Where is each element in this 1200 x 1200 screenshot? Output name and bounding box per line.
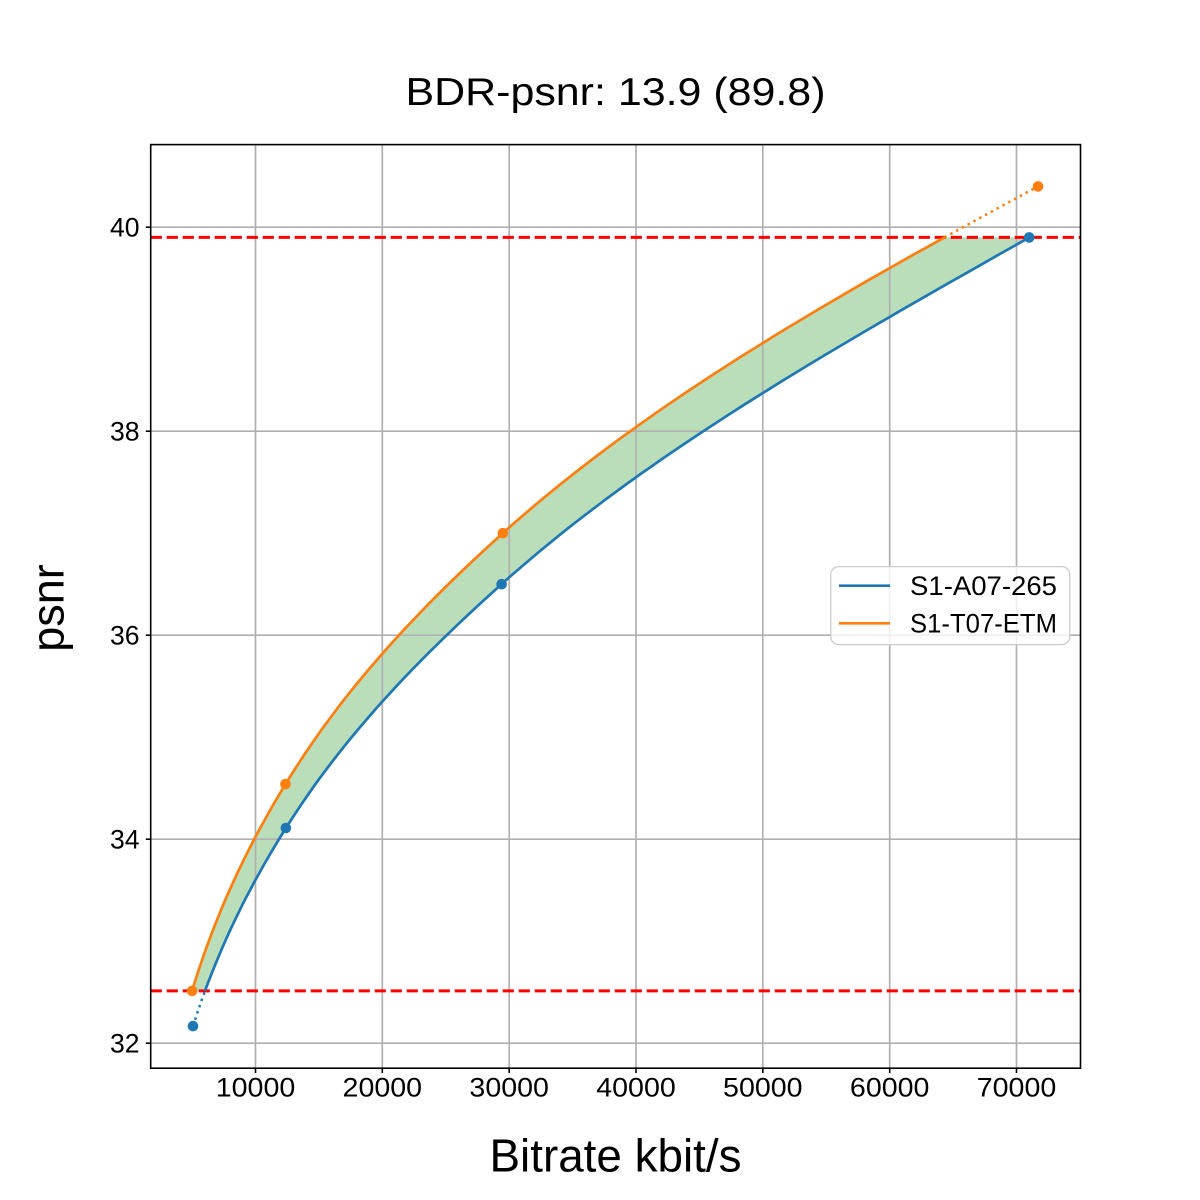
svg-text:34: 34 bbox=[110, 824, 140, 854]
svg-text:BDR-psnr: 13.9 (89.8): BDR-psnr: 13.9 (89.8) bbox=[406, 71, 826, 114]
svg-text:60000: 60000 bbox=[850, 1072, 930, 1102]
svg-text:36: 36 bbox=[110, 620, 140, 650]
svg-text:psnr: psnr bbox=[23, 564, 74, 652]
svg-text:S1-A07-265: S1-A07-265 bbox=[910, 571, 1057, 601]
svg-text:Bitrate kbit/s: Bitrate kbit/s bbox=[490, 1130, 742, 1182]
svg-text:38: 38 bbox=[110, 416, 140, 446]
svg-text:40: 40 bbox=[110, 212, 140, 242]
svg-text:10000: 10000 bbox=[216, 1072, 296, 1102]
svg-text:40000: 40000 bbox=[596, 1072, 676, 1102]
svg-text:S1-T07-ETM: S1-T07-ETM bbox=[910, 608, 1057, 638]
svg-text:50000: 50000 bbox=[723, 1072, 803, 1102]
svg-text:30000: 30000 bbox=[469, 1072, 549, 1102]
svg-text:32: 32 bbox=[110, 1028, 140, 1058]
svg-text:20000: 20000 bbox=[343, 1072, 423, 1102]
svg-text:70000: 70000 bbox=[977, 1072, 1057, 1102]
